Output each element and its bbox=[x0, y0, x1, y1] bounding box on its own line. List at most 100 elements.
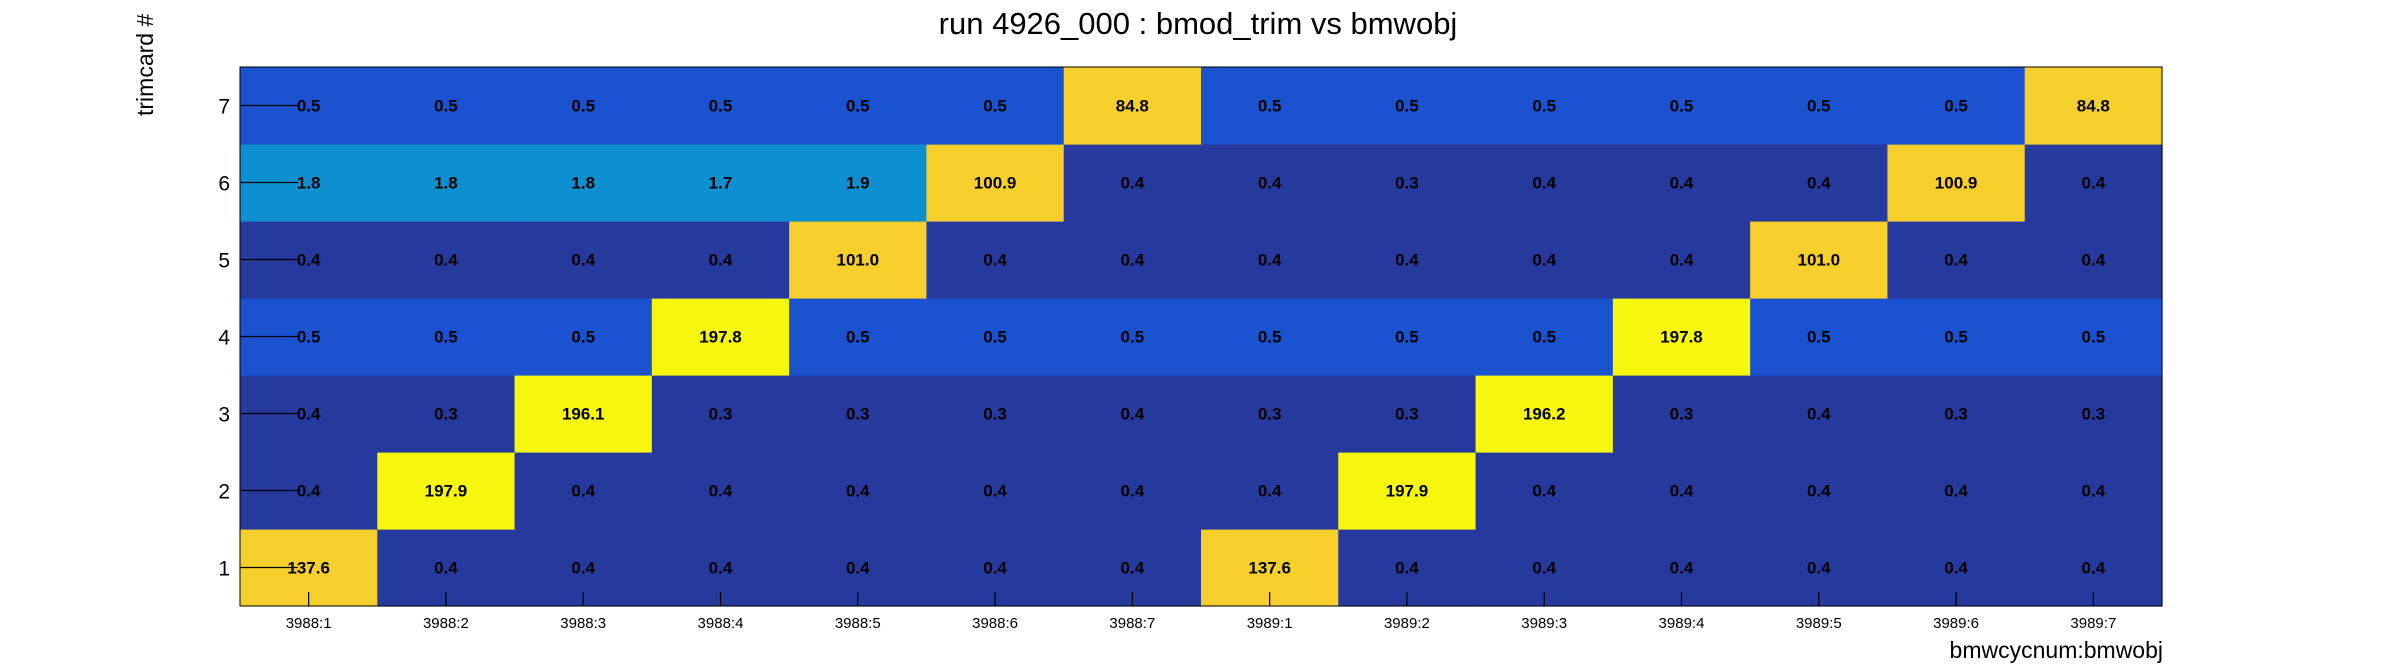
cell-value-label: 0.4 bbox=[571, 251, 595, 270]
cell-value-label: 0.4 bbox=[983, 482, 1007, 501]
cell-value-label: 197.9 bbox=[425, 482, 468, 501]
cell-value-label: 0.4 bbox=[1121, 559, 1145, 578]
heatmap-cell bbox=[926, 452, 1065, 530]
cell-value-label: 0.4 bbox=[1670, 174, 1694, 193]
heatmap-cell bbox=[1201, 67, 1339, 145]
cell-value-label: 0.4 bbox=[1258, 482, 1282, 501]
heatmap-cell bbox=[1612, 67, 1751, 145]
heatmap-cell bbox=[514, 144, 653, 222]
cell-value-label: 197.8 bbox=[699, 328, 742, 347]
x-axis: 3988:1 3988:2 3988:3 3988:4 3988:5 3988:6 3988… bbox=[240, 592, 2162, 632]
cell-value-label: 0.3 bbox=[1395, 174, 1419, 193]
heatmap-cell bbox=[1201, 144, 1339, 222]
y-tick-label: 3 bbox=[218, 404, 230, 427]
heatmap-cell bbox=[1887, 298, 2026, 376]
heatmap-cell bbox=[926, 144, 1065, 222]
heatmap-cell bbox=[377, 452, 516, 530]
x-tick-label: 3988:3 bbox=[560, 615, 606, 632]
cell-value-label: 0.3 bbox=[1944, 405, 1968, 424]
y-tick-label: 1 bbox=[218, 558, 230, 581]
heatmap-cell bbox=[789, 67, 928, 145]
heatmap-cell bbox=[1612, 221, 1751, 299]
heatmap-cell bbox=[1063, 375, 1202, 453]
heatmap-cell bbox=[651, 67, 790, 145]
heatmap-cell bbox=[789, 298, 928, 376]
cell-value-label: 0.5 bbox=[983, 97, 1007, 116]
heatmap-cell bbox=[1201, 221, 1339, 299]
cell-value-label: 0.4 bbox=[983, 559, 1007, 578]
cell-value-label: 0.4 bbox=[297, 482, 321, 501]
x-tick-label: 3989:4 bbox=[1659, 615, 1705, 632]
cell-value-label: 0.4 bbox=[983, 251, 1007, 270]
heatmap-cell bbox=[377, 375, 516, 453]
heatmap-cell bbox=[514, 67, 653, 145]
heatmap-cell bbox=[651, 375, 790, 453]
cell-value-label: 0.4 bbox=[571, 559, 595, 578]
heatmap-cell bbox=[651, 298, 790, 376]
cell-value-label: 0.4 bbox=[2082, 482, 2106, 501]
heatmap-cell bbox=[651, 452, 790, 530]
cell-value-label: 0.5 bbox=[1670, 97, 1694, 116]
cell-value-label: 0.5 bbox=[846, 328, 870, 347]
cell-value-label: 0.5 bbox=[983, 328, 1007, 347]
heatmap-cell bbox=[1338, 452, 1477, 530]
heatmap-cell bbox=[2024, 375, 2163, 453]
cell-value-label: 0.5 bbox=[434, 328, 458, 347]
cell-value-label: 0.4 bbox=[1395, 251, 1419, 270]
heatmap-cell bbox=[377, 298, 516, 376]
cell-value-label: 0.4 bbox=[846, 482, 870, 501]
cell-value-label: 1.9 bbox=[846, 174, 870, 193]
heatmap-cell bbox=[1750, 298, 1889, 376]
x-tick-label: 3989:3 bbox=[1521, 615, 1567, 632]
heatmap-cell bbox=[1612, 375, 1751, 453]
heatmap-cell bbox=[1750, 221, 1889, 299]
cell-value-label: 0.4 bbox=[1532, 174, 1556, 193]
x-tick-label: 3989:1 bbox=[1247, 615, 1293, 632]
cell-value-label: 0.5 bbox=[846, 97, 870, 116]
cell-value-label: 0.4 bbox=[1807, 405, 1831, 424]
cell-value-label: 0.5 bbox=[709, 97, 733, 116]
cell-value-label: 0.4 bbox=[1258, 251, 1282, 270]
heatmap-cell bbox=[377, 221, 516, 299]
cell-value-label: 0.5 bbox=[1532, 328, 1556, 347]
cell-value-label: 137.6 bbox=[1248, 559, 1291, 578]
cell-value-label: 0.5 bbox=[297, 328, 321, 347]
heatmap-cell bbox=[1887, 221, 2026, 299]
cell-value-label: 0.4 bbox=[1670, 251, 1694, 270]
heatmap-cell bbox=[1338, 67, 1477, 145]
heatmap-cell bbox=[651, 221, 790, 299]
cell-value-label: 137.6 bbox=[287, 559, 330, 578]
cell-value-label: 0.4 bbox=[297, 405, 321, 424]
heatmap-cell bbox=[926, 375, 1065, 453]
x-tick-label: 3988:6 bbox=[972, 615, 1018, 632]
x-tick-label: 3988:4 bbox=[698, 615, 744, 632]
cell-value-label: 0.5 bbox=[571, 328, 595, 347]
cell-value-label: 0.4 bbox=[1121, 482, 1145, 501]
heatmap-cell bbox=[926, 298, 1065, 376]
heatmap-cell bbox=[1612, 144, 1751, 222]
x-tick-label: 3988:1 bbox=[286, 615, 332, 632]
cell-value-label: 1.8 bbox=[571, 174, 595, 193]
heatmap-cell bbox=[1750, 375, 1889, 453]
heatmap-cell bbox=[1612, 452, 1751, 530]
heatmap-cell bbox=[1338, 144, 1477, 222]
cell-value-label: 101.0 bbox=[1798, 251, 1841, 270]
cell-value-label: 196.2 bbox=[1523, 405, 1566, 424]
heatmap-cell bbox=[1887, 452, 2026, 530]
cell-value-label: 84.8 bbox=[1116, 97, 1149, 116]
cell-value-label: 0.4 bbox=[1532, 251, 1556, 270]
heatmap-cell bbox=[1750, 144, 1889, 222]
cell-value-label: 0.3 bbox=[846, 405, 870, 424]
y-tick-label: 7 bbox=[218, 96, 230, 119]
cell-value-label: 0.4 bbox=[571, 482, 595, 501]
cell-value-label: 0.4 bbox=[434, 251, 458, 270]
cell-value-label: 0.5 bbox=[1395, 328, 1419, 347]
cell-value-label: 0.4 bbox=[297, 251, 321, 270]
cell-value-label: 0.5 bbox=[1258, 97, 1282, 116]
cell-value-label: 0.5 bbox=[571, 97, 595, 116]
heatmap-cell bbox=[926, 221, 1065, 299]
heatmap-cell bbox=[514, 375, 653, 453]
heatmap-cell bbox=[2024, 221, 2163, 299]
cell-value-label: 0.5 bbox=[434, 97, 458, 116]
